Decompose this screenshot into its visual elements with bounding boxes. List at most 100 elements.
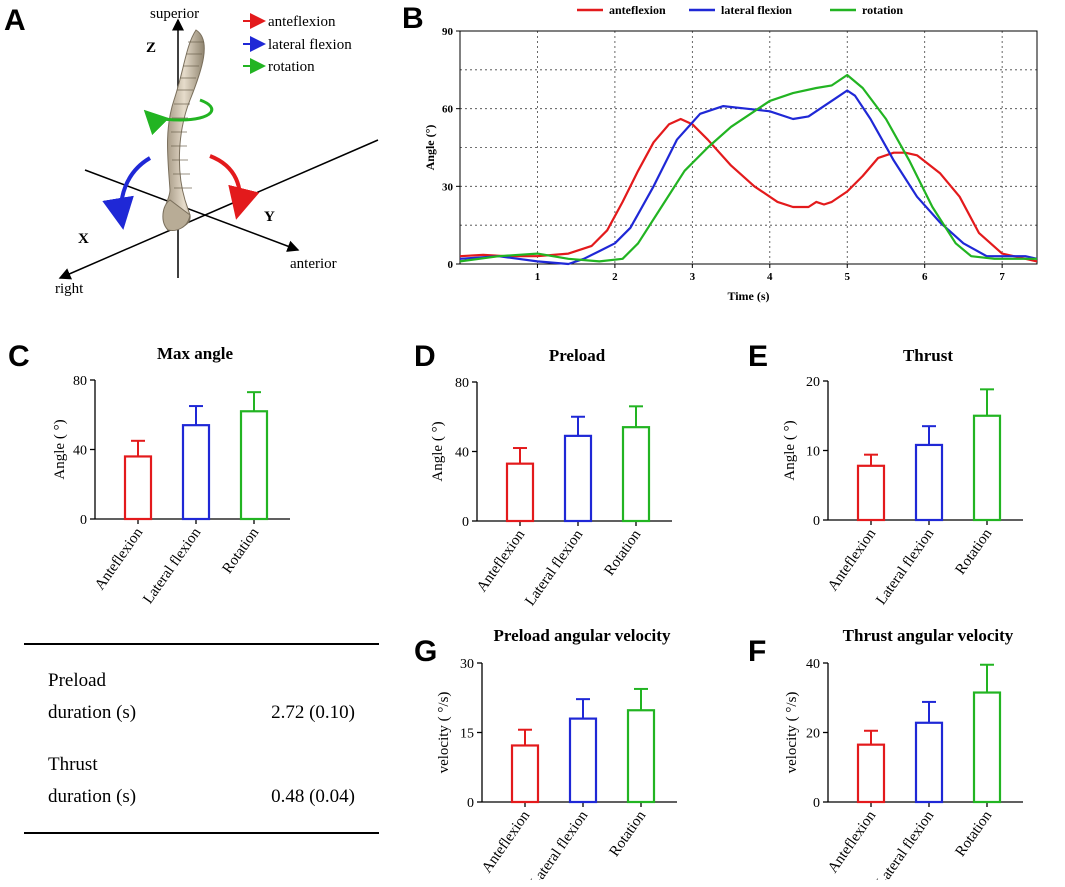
series-line-anteflexion xyxy=(459,117,1038,263)
panel-label-g: G xyxy=(414,635,437,668)
bar-rotation xyxy=(972,414,1002,522)
label-right: right xyxy=(55,281,84,297)
y-tick-label: 40 xyxy=(455,446,469,461)
bar-anteflexion xyxy=(510,744,540,804)
category-label: Anteflexion xyxy=(479,808,533,876)
category-label: Lateral flexion xyxy=(140,525,204,607)
legend-label: anteflexion xyxy=(609,3,666,17)
y-axis-label: Angle ( °) xyxy=(782,420,798,480)
y-tick-label: 30 xyxy=(442,181,454,193)
label-x: X xyxy=(78,231,89,247)
bar-lateral-flexion xyxy=(568,717,598,804)
anteflexion-arrow xyxy=(209,154,260,220)
chart-title: Preload angular velocity xyxy=(494,626,671,645)
series-line-rotation xyxy=(459,73,1037,263)
legend-anteflexion: anteflexion xyxy=(268,14,336,30)
y-axis xyxy=(84,169,300,252)
category-label: Lateral flexion xyxy=(527,808,591,880)
panel-e-bar-chart: E Thrust 0 10 20 Angle ( °) AnteflexionLatera… xyxy=(748,340,1023,608)
row-label-line2: duration (s) xyxy=(48,786,137,807)
y-axis-label: velocity ( °/s) xyxy=(784,692,800,774)
category-label: Rotation xyxy=(220,525,263,577)
y-tick-label: 0 xyxy=(462,515,469,530)
x-tick-label: 1 xyxy=(535,271,541,283)
x-tick-label: 4 xyxy=(767,271,773,283)
spine-illustration xyxy=(162,29,205,231)
y-tick-label: 0 xyxy=(80,513,87,528)
category-label: Rotation xyxy=(953,526,996,578)
x-tick-label: 6 xyxy=(922,271,928,283)
y-axis-label: velocity ( °/s) xyxy=(436,692,452,774)
category-label: Anteflexion xyxy=(474,527,528,595)
panel-label-e: E xyxy=(748,340,768,373)
y-axis-label: Angle ( °) xyxy=(430,421,446,481)
bar-rotation xyxy=(972,691,1002,804)
bar-anteflexion xyxy=(856,743,886,804)
bar-lateral-flexion xyxy=(914,721,944,804)
rotation-arrow xyxy=(143,98,214,136)
category-label: Rotation xyxy=(607,808,650,860)
y-tick-label: 20 xyxy=(806,375,820,390)
y-tick-label: 0 xyxy=(813,796,820,811)
panel-f-bar-chart: F Thrust angular velocity 0 20 40 velocity (… xyxy=(748,626,1023,880)
y-tick-label: 40 xyxy=(806,657,820,672)
category-label: Anteflexion xyxy=(825,808,879,876)
category-label: Anteflexion xyxy=(92,525,146,593)
y-tick-label: 15 xyxy=(460,727,474,742)
row-value: 0.48 (0.04) xyxy=(271,786,355,807)
bar-lateral-flexion xyxy=(181,424,211,521)
panel-c-bar-chart: C Max angle 0 40 80 Angle ( °) AnteflexionLat… xyxy=(8,340,290,607)
plot-frame xyxy=(459,30,1038,265)
panel-label-b: B xyxy=(402,2,424,35)
table-row: Thrust duration (s) 0.48 (0.04) xyxy=(48,749,355,813)
category-label: Rotation xyxy=(953,808,996,860)
y-tick-label: 60 xyxy=(442,104,454,116)
label-y: Y xyxy=(264,209,275,225)
panel-d-bar-chart: D Preload 0 40 80 Angle ( °) AnteflexionLater… xyxy=(414,340,672,609)
bar-rotation xyxy=(626,709,656,804)
panel-label-f: F xyxy=(748,635,766,668)
bar-lateral-flexion xyxy=(563,434,593,523)
label-z: Z xyxy=(146,40,156,56)
bar-lateral-flexion xyxy=(914,443,944,522)
row-label-line1: Thrust xyxy=(48,754,98,775)
legend-rotation: rotation xyxy=(268,59,315,75)
y-tick-label: 80 xyxy=(455,376,469,391)
y-tick-label: 30 xyxy=(460,657,474,672)
x-tick-label: 7 xyxy=(999,271,1005,283)
x-tick-label: 2 xyxy=(612,271,618,283)
category-label: Lateral flexion xyxy=(873,808,937,880)
chart-title: Preload xyxy=(549,346,606,365)
y-tick-label: 80 xyxy=(73,374,87,389)
y-tick-label: 20 xyxy=(806,727,820,742)
panel-b-line-chart: B 1 2 3 4 5 6 7 0 30 60 90 Time (s) Angle (°) antefle… xyxy=(402,2,1038,303)
chart-title: Thrust angular velocity xyxy=(843,626,1014,645)
lateral-flexion-arrow xyxy=(102,156,152,230)
category-label: Rotation xyxy=(602,527,645,579)
panel-label-d: D xyxy=(414,340,436,373)
label-anterior: anterior xyxy=(290,256,337,272)
y-axis-label: Angle ( °) xyxy=(52,419,68,479)
category-label: Anteflexion xyxy=(825,526,879,594)
chart-title: Thrust xyxy=(903,346,953,365)
legend-label: rotation xyxy=(862,3,903,17)
row-value: 2.72 (0.10) xyxy=(271,702,355,723)
bar-anteflexion xyxy=(123,455,153,521)
bar-anteflexion xyxy=(505,462,535,523)
y-tick-label: 40 xyxy=(73,444,87,459)
y-axis-label: Angle (°) xyxy=(423,125,437,171)
panel-label-a: A xyxy=(4,4,26,37)
x-axis xyxy=(58,139,379,280)
bar-rotation xyxy=(621,426,651,523)
y-tick-label: 90 xyxy=(442,26,454,38)
x-tick-label: 5 xyxy=(844,271,850,283)
legend-label: lateral flexion xyxy=(721,3,792,17)
y-tick-label: 0 xyxy=(448,259,454,271)
panel-g-bar-chart: G Preload angular velocity 0 15 30 velocity … xyxy=(414,626,677,880)
category-label: Lateral flexion xyxy=(522,527,586,609)
table-row: Preload duration (s) 2.72 (0.10) xyxy=(48,665,355,729)
x-axis-label: Time (s) xyxy=(727,289,769,303)
row-label-line1: Preload xyxy=(48,670,107,691)
y-tick-label: 0 xyxy=(813,514,820,529)
series-line-lateral-flexion xyxy=(459,89,1038,266)
